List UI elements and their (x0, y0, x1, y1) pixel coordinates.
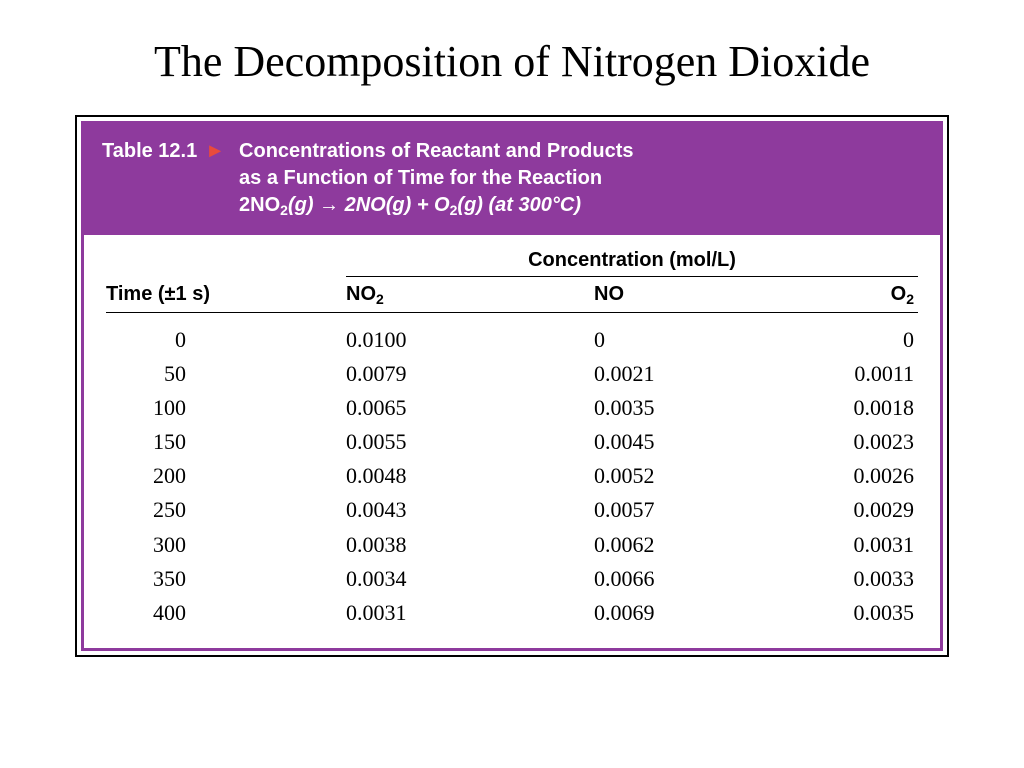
table-frame: Table 12.1 ► Concentrations of Reactant … (75, 115, 949, 657)
caption-text: Concentrations of Reactant and Products … (239, 138, 922, 219)
cell-o2: 0 (706, 323, 918, 357)
cell-no2: 0.0043 (286, 493, 486, 527)
cell-time: 350 (106, 562, 286, 596)
cell-no: 0.0035 (486, 391, 706, 425)
caption-equation: 2NO2(g) → 2NO(g) + O2(g) (at 300°C) (239, 194, 581, 216)
cell-no2: 0.0034 (286, 562, 486, 596)
cell-time: 400 (106, 596, 286, 630)
header-o2: O2 (706, 283, 918, 306)
cell-time: 250 (106, 493, 286, 527)
header-no2-sub: 2 (376, 291, 384, 307)
eq-part: (g) → 2NO(g) + O (288, 194, 450, 216)
cell-no: 0.0045 (486, 425, 706, 459)
table-row: 4000.00310.00690.0035 (106, 596, 918, 630)
table-row: 2000.00480.00520.0026 (106, 459, 918, 493)
cell-time: 0 (106, 323, 286, 357)
cell-o2: 0.0031 (706, 528, 918, 562)
cell-time: 50 (106, 357, 286, 391)
cell-no2: 0.0038 (286, 528, 486, 562)
cell-no: 0.0057 (486, 493, 706, 527)
cell-no2: 0.0079 (286, 357, 486, 391)
table-row: 500.00790.00210.0011 (106, 357, 918, 391)
table-row: 3500.00340.00660.0033 (106, 562, 918, 596)
cell-time: 150 (106, 425, 286, 459)
concentration-header: Concentration (mol/L) (346, 249, 918, 277)
table-row: 1500.00550.00450.0023 (106, 425, 918, 459)
caption-line1: Concentrations of Reactant and Products (239, 140, 634, 162)
column-headers: Time (±1 s) NO2 NO O2 (106, 283, 918, 313)
cell-o2: 0.0033 (706, 562, 918, 596)
header-no2-label: NO (346, 283, 376, 305)
table-inner: Table 12.1 ► Concentrations of Reactant … (81, 121, 943, 651)
table-row: 3000.00380.00620.0031 (106, 528, 918, 562)
table-row: 2500.00430.00570.0029 (106, 493, 918, 527)
cell-no: 0 (486, 323, 706, 357)
header-no2: NO2 (286, 283, 486, 306)
cell-time: 100 (106, 391, 286, 425)
header-no: NO (486, 283, 706, 306)
cell-o2: 0.0011 (706, 357, 918, 391)
header-o2-label: O (891, 283, 907, 305)
cell-no: 0.0021 (486, 357, 706, 391)
cell-o2: 0.0026 (706, 459, 918, 493)
cell-o2: 0.0035 (706, 596, 918, 630)
eq-sub: 2 (450, 202, 458, 218)
cell-no2: 0.0100 (286, 323, 486, 357)
table-row: 00.010000 (106, 323, 918, 357)
cell-no: 0.0052 (486, 459, 706, 493)
cell-no: 0.0066 (486, 562, 706, 596)
caption-arrow-icon: ► (205, 138, 239, 165)
cell-no2: 0.0048 (286, 459, 486, 493)
cell-time: 200 (106, 459, 286, 493)
cell-o2: 0.0023 (706, 425, 918, 459)
cell-no2: 0.0065 (286, 391, 486, 425)
caption-line2: as a Function of Time for the Reaction (239, 167, 602, 189)
slide-title: The Decomposition of Nitrogen Dioxide (0, 36, 1024, 87)
header-o2-sub: 2 (906, 291, 914, 307)
cell-time: 300 (106, 528, 286, 562)
eq-part: (g) (at 300°C) (457, 194, 581, 216)
cell-no2: 0.0031 (286, 596, 486, 630)
table-caption: Table 12.1 ► Concentrations of Reactant … (84, 124, 940, 235)
cell-no2: 0.0055 (286, 425, 486, 459)
cell-no: 0.0069 (486, 596, 706, 630)
caption-label: Table 12.1 (102, 138, 205, 165)
table-body: Concentration (mol/L) Time (±1 s) NO2 NO… (84, 235, 940, 648)
cell-o2: 0.0018 (706, 391, 918, 425)
slide: The Decomposition of Nitrogen Dioxide Ta… (0, 0, 1024, 768)
header-time: Time (±1 s) (106, 283, 286, 306)
eq-part: 2NO (239, 194, 280, 216)
data-rows: 00.010000500.00790.00210.00111000.00650.… (106, 323, 918, 630)
table-row: 1000.00650.00350.0018 (106, 391, 918, 425)
cell-no: 0.0062 (486, 528, 706, 562)
eq-sub: 2 (280, 202, 288, 218)
cell-o2: 0.0029 (706, 493, 918, 527)
